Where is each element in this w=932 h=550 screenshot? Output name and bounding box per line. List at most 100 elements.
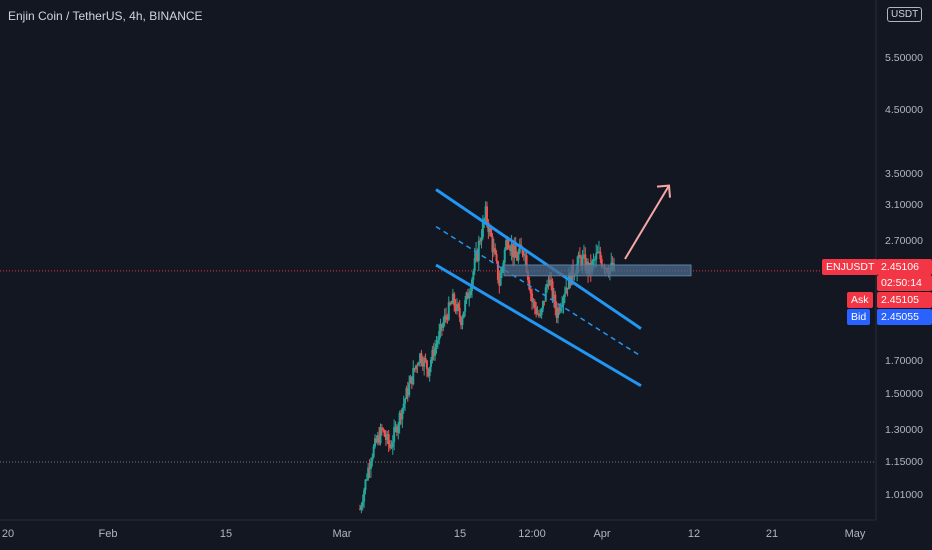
candle-body xyxy=(566,287,569,290)
candle-body xyxy=(395,426,398,433)
candle-body xyxy=(536,313,539,315)
chart-grid xyxy=(0,270,876,463)
channel-mid-line[interactable] xyxy=(435,225,642,357)
candle-body xyxy=(517,252,520,261)
candle-body xyxy=(597,251,600,253)
candle-body xyxy=(432,349,435,356)
candle-body xyxy=(434,347,437,356)
candle-body xyxy=(483,218,486,222)
candle-body xyxy=(412,368,415,385)
time-tick-label: 21 xyxy=(765,528,779,540)
candle-body xyxy=(481,221,484,238)
candle-body xyxy=(491,236,494,252)
price-tick-label: 2.70000 xyxy=(885,235,923,247)
candle-body xyxy=(421,362,424,367)
candle-body xyxy=(455,303,458,312)
candle-body xyxy=(505,240,508,250)
candle-body xyxy=(379,427,382,444)
currency-selector[interactable]: USDT xyxy=(887,7,923,22)
candle-body xyxy=(410,376,413,385)
candle-body xyxy=(531,293,534,302)
price-tick-label: 4.50000 xyxy=(885,104,923,116)
candle-body xyxy=(490,228,493,237)
candle-body xyxy=(364,479,367,491)
candle-body xyxy=(479,240,482,242)
candle-body xyxy=(499,273,502,286)
candle-body xyxy=(514,245,517,258)
candle-body xyxy=(419,353,422,364)
candle-body xyxy=(462,311,465,318)
candle-body xyxy=(555,308,558,318)
channel-upper-line[interactable] xyxy=(435,188,642,330)
candle-body xyxy=(496,261,499,280)
candle-body xyxy=(406,388,409,396)
candle-body xyxy=(402,403,405,409)
time-tick-label: Mar xyxy=(332,528,352,540)
candle-body xyxy=(503,249,506,263)
candle-body xyxy=(384,436,387,440)
candle-body xyxy=(397,425,400,433)
bid-price-tag: 2.45055 xyxy=(877,309,932,325)
candle-body xyxy=(428,367,431,377)
candle-body xyxy=(443,315,446,323)
candle-body xyxy=(439,324,442,332)
channel-lower-line[interactable] xyxy=(435,263,642,388)
ask-price-tag: 2.45105 xyxy=(877,292,932,308)
time-tick-label: 15 xyxy=(453,528,467,540)
candle-body xyxy=(521,247,524,254)
candle-body xyxy=(596,251,599,254)
chart-title: Enjin Coin / TetherUS, 4h, BINANCE xyxy=(8,9,203,23)
candle-body xyxy=(595,253,598,260)
time-tick-label: 12:00 xyxy=(518,528,546,540)
candle-body xyxy=(537,313,540,317)
candle-body xyxy=(492,248,495,252)
candle-body xyxy=(468,295,471,299)
symbol-price-tag: ENJUSDT xyxy=(822,259,879,275)
candle-body xyxy=(578,254,581,258)
candle-body xyxy=(529,289,532,294)
candle-body xyxy=(541,300,544,309)
candle-body xyxy=(458,308,461,318)
time-tick-label: 20 xyxy=(1,528,15,540)
candle-body xyxy=(582,254,585,257)
candle-body xyxy=(440,324,443,328)
candle-body xyxy=(488,228,491,232)
candle-body xyxy=(526,272,529,281)
candle-body xyxy=(513,245,516,258)
candle-body xyxy=(550,279,553,282)
candle-body xyxy=(546,284,549,288)
candle-body xyxy=(552,294,555,300)
candle-body xyxy=(486,206,488,223)
candle-body xyxy=(391,442,394,447)
candle-body xyxy=(401,408,404,420)
candle-body xyxy=(423,358,426,367)
candle-body xyxy=(427,368,430,377)
candle-body xyxy=(414,365,417,370)
candle-body xyxy=(387,434,390,445)
target-arrow-shaft[interactable] xyxy=(624,185,670,260)
candle-body xyxy=(424,358,427,361)
candle-body xyxy=(450,303,453,305)
target-arrow-head[interactable] xyxy=(656,184,671,198)
candle-body xyxy=(359,509,361,511)
candle-body xyxy=(375,438,378,443)
candle-body xyxy=(547,284,550,286)
candle-body xyxy=(393,427,396,443)
candle-body xyxy=(461,317,464,326)
resistance-zone[interactable] xyxy=(503,264,692,277)
candlesticks xyxy=(359,201,615,514)
candle-body xyxy=(431,349,434,360)
candle-body xyxy=(383,430,386,437)
candle-body xyxy=(447,302,450,320)
candle-body xyxy=(413,368,416,370)
candle-body xyxy=(408,383,411,396)
candle-body xyxy=(420,353,423,363)
drawings[interactable] xyxy=(435,184,692,388)
last-price-tag: 2.45106 xyxy=(877,259,932,275)
candle-body xyxy=(425,360,428,369)
candle-body xyxy=(442,322,445,328)
candle-body xyxy=(435,343,438,348)
candle-body xyxy=(363,490,366,502)
candle-body xyxy=(416,365,419,367)
